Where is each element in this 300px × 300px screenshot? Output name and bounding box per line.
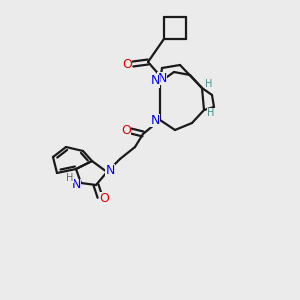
Text: N: N <box>105 164 115 176</box>
Text: H: H <box>207 108 215 118</box>
Text: H: H <box>205 79 213 89</box>
Text: O: O <box>122 58 132 70</box>
Text: O: O <box>121 124 131 137</box>
Text: H: H <box>207 108 215 118</box>
Text: H: H <box>66 173 74 183</box>
Text: H: H <box>205 79 213 89</box>
Text: N: N <box>71 178 81 191</box>
Text: N: N <box>71 178 81 191</box>
Text: N: N <box>105 164 115 176</box>
Text: H: H <box>66 173 74 183</box>
Text: N: N <box>150 74 160 88</box>
Text: N: N <box>157 71 167 85</box>
Text: N: N <box>150 113 160 127</box>
Text: N: N <box>150 74 160 88</box>
Text: O: O <box>99 191 109 205</box>
Text: O: O <box>121 124 131 137</box>
Text: O: O <box>122 58 132 70</box>
Text: N: N <box>150 113 160 127</box>
Text: O: O <box>99 191 109 205</box>
